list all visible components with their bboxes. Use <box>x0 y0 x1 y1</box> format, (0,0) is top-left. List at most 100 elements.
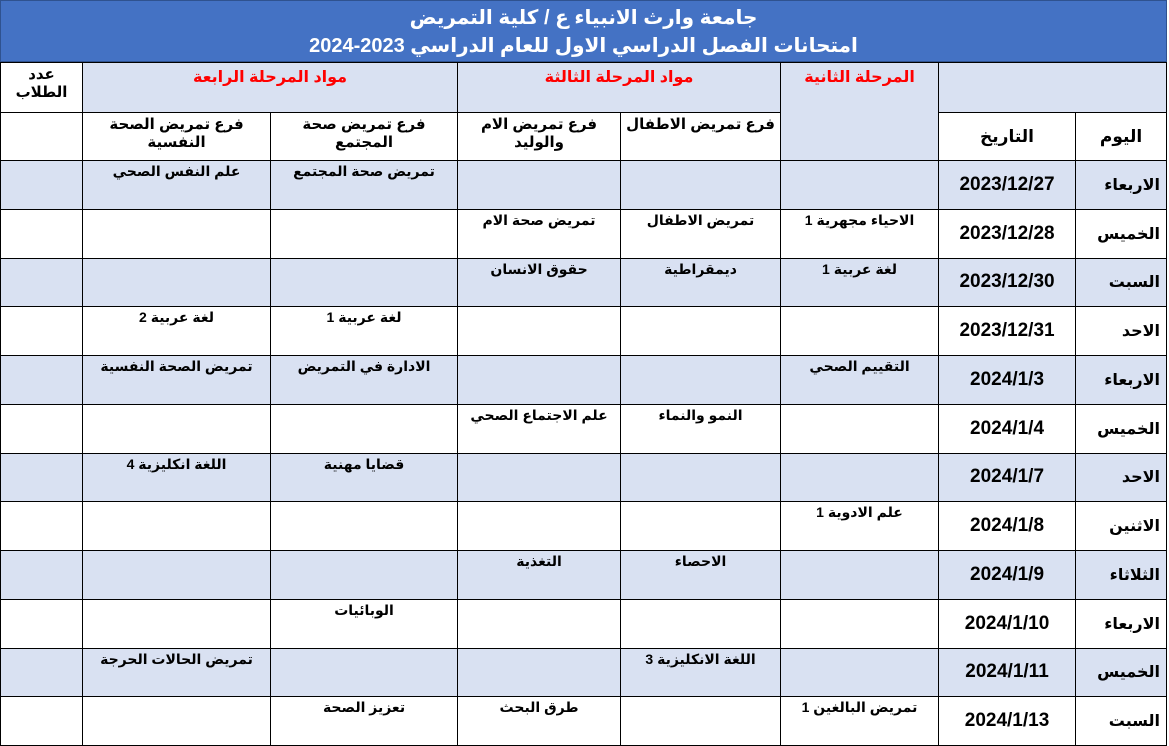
children-branch-header: فرع تمريض الاطفال <box>620 112 782 161</box>
students-cell <box>0 208 83 259</box>
community-cell: قضايا مهنية <box>270 452 459 503</box>
day-header: اليوم <box>1075 112 1168 161</box>
maternal-branch-header: فرع تمريض الام والوليد <box>457 112 622 161</box>
stage2-cell: لغة عربية 1 <box>780 257 940 308</box>
title-banner: جامعة وارث الانبياء ع / كلية التمريض امت… <box>0 0 1167 62</box>
psych-cell <box>81 403 272 454</box>
day-cell: الاربعاء <box>1075 355 1168 405</box>
date-cell: 2023/12/27 <box>938 160 1077 210</box>
community-branch-header: فرع تمريض صحة المجتمع <box>270 112 459 161</box>
community-cell <box>270 257 459 308</box>
children-cell <box>620 452 782 503</box>
stage2-cell <box>780 403 940 454</box>
date-cell: 2024/1/7 <box>938 452 1077 503</box>
date-cell: 2023/12/31 <box>938 306 1077 356</box>
stage2-cell <box>780 160 940 210</box>
table-row: الاثنين 2024/1/8 علم الادوية 1 <box>0 501 1168 551</box>
page-subtitle: امتحانات الفصل الدراسي الاول للعام الدرا… <box>309 35 858 57</box>
date-cell: 2023/12/30 <box>938 257 1077 308</box>
stage2-cell: الاحياء مجهرية 1 <box>780 208 940 259</box>
stage2-cell <box>780 306 940 356</box>
children-cell: ديمقراطية <box>620 257 782 308</box>
psych-cell <box>81 598 272 649</box>
day-cell: الخميس <box>1075 647 1168 698</box>
day-cell: الثلاثاء <box>1075 550 1168 600</box>
children-cell <box>620 355 782 405</box>
table-row: السبت 2023/12/30 لغة عربية 1 ديمقراطية حقوق … <box>0 257 1168 308</box>
children-cell <box>620 696 782 746</box>
children-cell: النمو والنماء <box>620 403 782 454</box>
maternal-cell <box>457 647 622 698</box>
date-cell: 2024/1/10 <box>938 598 1077 649</box>
page-title: جامعة وارث الانبياء ع / كلية التمريض <box>409 7 758 29</box>
students-cell <box>0 403 83 454</box>
stage2-cell: علم الادوية 1 <box>780 501 940 551</box>
stage4-header: مواد المرحلة الرابعة <box>81 62 459 113</box>
stage2-cell: تمريض البالغين 1 <box>780 696 940 746</box>
community-cell <box>270 501 459 551</box>
maternal-cell <box>457 501 622 551</box>
day-date-header-top <box>938 62 1168 113</box>
day-cell: الخميس <box>1075 403 1168 454</box>
psych-cell: علم النفس الصحي <box>81 160 272 210</box>
students-cell <box>0 501 83 551</box>
maternal-cell: علم الاجتماع الصحي <box>457 403 622 454</box>
maternal-cell: طرق البحث <box>457 696 622 746</box>
community-cell <box>270 550 459 600</box>
date-cell: 2024/1/9 <box>938 550 1077 600</box>
day-cell: الاحد <box>1075 452 1168 503</box>
children-cell: الاحصاء <box>620 550 782 600</box>
stage2-header: المرحلة الثانية <box>780 62 940 161</box>
day-cell: السبت <box>1075 257 1168 308</box>
day-cell: السبت <box>1075 696 1168 746</box>
maternal-cell <box>457 598 622 649</box>
table-row: السبت 2024/1/13 تمريض البالغين 1 طرق البحث ت… <box>0 696 1168 746</box>
community-cell: تعزيز الصحة <box>270 696 459 746</box>
date-cell: 2024/1/11 <box>938 647 1077 698</box>
children-cell: اللغة الانكليزية 3 <box>620 647 782 698</box>
table-row: الخميس 2024/1/4 النمو والنماء علم الاجتماع … <box>0 403 1168 454</box>
stage3-header: مواد المرحلة الثالثة <box>457 62 782 113</box>
psych-cell: تمريض الصحة النفسية <box>81 355 272 405</box>
community-cell: تمريض صحة المجتمع <box>270 160 459 210</box>
table-row: الاربعاء 2024/1/3 التقييم الصحي الادارة في … <box>0 355 1168 405</box>
children-cell <box>620 160 782 210</box>
students-cell <box>0 598 83 649</box>
community-cell <box>270 208 459 259</box>
students-header: عدد الطلاب <box>0 62 83 113</box>
stage2-cell <box>780 550 940 600</box>
stage2-cell: التقييم الصحي <box>780 355 940 405</box>
students-cell <box>0 550 83 600</box>
students-subheader <box>0 112 83 161</box>
date-cell: 2023/12/28 <box>938 208 1077 259</box>
exam-schedule-table: المرحلة الثانية مواد المرحلة الثالثة موا… <box>0 62 1168 746</box>
maternal-cell: تمريض صحة الام <box>457 208 622 259</box>
psych-cell <box>81 257 272 308</box>
date-cell: 2024/1/3 <box>938 355 1077 405</box>
maternal-cell <box>457 452 622 503</box>
community-cell: الادارة في التمريض <box>270 355 459 405</box>
psych-cell: تمريض الحالات الحرجة <box>81 647 272 698</box>
table-row: الاحد 2023/12/31 لغة عربية 1 لغة عربية 2 <box>0 306 1168 356</box>
students-cell <box>0 355 83 405</box>
children-cell <box>620 306 782 356</box>
table-row: الاربعاء 2023/12/27 تمريض صحة المجتمع علم ا… <box>0 160 1168 210</box>
psych-cell <box>81 208 272 259</box>
students-cell <box>0 306 83 356</box>
day-cell: الاحد <box>1075 306 1168 356</box>
psych-branch-header: فرع تمريض الصحة النفسية <box>81 112 272 161</box>
psych-cell: اللغة انكليزية 4 <box>81 452 272 503</box>
children-cell <box>620 501 782 551</box>
community-cell <box>270 403 459 454</box>
table-row: الاربعاء 2024/1/10 الوبائيات <box>0 598 1168 649</box>
community-cell: لغة عربية 1 <box>270 306 459 356</box>
psych-cell: لغة عربية 2 <box>81 306 272 356</box>
table-row: الخميس 2024/1/11 اللغة الانكليزية 3 تمريض ا… <box>0 647 1168 698</box>
date-header: التاريخ <box>938 112 1077 161</box>
students-cell <box>0 257 83 308</box>
table-row: الخميس 2023/12/28 الاحياء مجهرية 1 تمريض ال… <box>0 208 1168 259</box>
community-cell: الوبائيات <box>270 598 459 649</box>
stage2-cell <box>780 598 940 649</box>
psych-cell <box>81 501 272 551</box>
maternal-cell: حقوق الانسان <box>457 257 622 308</box>
